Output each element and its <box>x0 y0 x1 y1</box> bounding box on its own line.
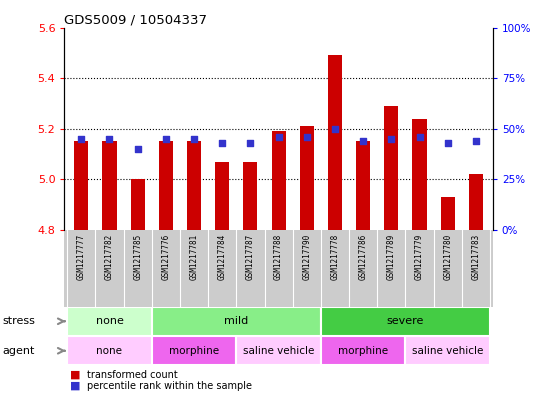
Text: severe: severe <box>387 316 424 326</box>
Text: morphine: morphine <box>338 346 388 356</box>
Bar <box>159 141 173 230</box>
Text: GSM1217784: GSM1217784 <box>218 234 227 280</box>
Text: GSM1217782: GSM1217782 <box>105 234 114 280</box>
Bar <box>74 141 88 230</box>
Text: agent: agent <box>3 346 35 356</box>
Point <box>105 136 114 142</box>
Text: saline vehicle: saline vehicle <box>412 346 483 356</box>
Text: transformed count: transformed count <box>87 370 178 380</box>
Text: morphine: morphine <box>169 346 219 356</box>
Point <box>246 140 255 146</box>
Text: GSM1217776: GSM1217776 <box>161 234 170 280</box>
Bar <box>67 307 152 336</box>
Point <box>190 136 199 142</box>
Text: GSM1217786: GSM1217786 <box>358 234 368 280</box>
Text: saline vehicle: saline vehicle <box>243 346 314 356</box>
Bar <box>321 336 405 365</box>
Bar <box>300 126 314 230</box>
Bar <box>244 162 258 230</box>
Bar <box>215 162 229 230</box>
Bar <box>384 106 398 230</box>
Text: GSM1217789: GSM1217789 <box>387 234 396 280</box>
Point <box>330 125 339 132</box>
Text: GSM1217787: GSM1217787 <box>246 234 255 280</box>
Point <box>161 136 170 142</box>
Bar <box>356 141 370 230</box>
Bar <box>441 197 455 230</box>
Point <box>218 140 227 146</box>
Bar <box>102 141 116 230</box>
Text: none: none <box>96 346 123 356</box>
Text: stress: stress <box>3 316 36 326</box>
Bar <box>67 336 152 365</box>
Bar <box>152 307 321 336</box>
Bar <box>413 119 427 230</box>
Text: GSM1217785: GSM1217785 <box>133 234 142 280</box>
Bar <box>405 336 490 365</box>
Bar <box>152 336 236 365</box>
Text: none: none <box>96 316 123 326</box>
Text: GSM1217781: GSM1217781 <box>189 234 199 280</box>
Text: GSM1217790: GSM1217790 <box>302 234 311 280</box>
Point <box>302 134 311 140</box>
Bar <box>130 179 144 230</box>
Point <box>415 134 424 140</box>
Point <box>274 134 283 140</box>
Bar <box>187 141 201 230</box>
Text: ■: ■ <box>70 370 81 380</box>
Bar <box>328 55 342 230</box>
Text: GSM1217783: GSM1217783 <box>472 234 480 280</box>
Text: GSM1217779: GSM1217779 <box>415 234 424 280</box>
Point <box>387 136 396 142</box>
Bar <box>469 174 483 230</box>
Text: GSM1217780: GSM1217780 <box>443 234 452 280</box>
Text: mild: mild <box>224 316 249 326</box>
Point <box>358 138 367 144</box>
Bar <box>236 336 321 365</box>
Point <box>133 146 142 152</box>
Text: percentile rank within the sample: percentile rank within the sample <box>87 381 252 391</box>
Text: ■: ■ <box>70 381 81 391</box>
Point <box>472 138 480 144</box>
Text: GSM1217777: GSM1217777 <box>77 234 86 280</box>
Bar <box>272 131 286 230</box>
Point <box>77 136 86 142</box>
Text: GSM1217778: GSM1217778 <box>330 234 339 280</box>
Bar <box>321 307 490 336</box>
Text: GDS5009 / 10504337: GDS5009 / 10504337 <box>64 13 207 26</box>
Text: GSM1217788: GSM1217788 <box>274 234 283 280</box>
Point <box>443 140 452 146</box>
